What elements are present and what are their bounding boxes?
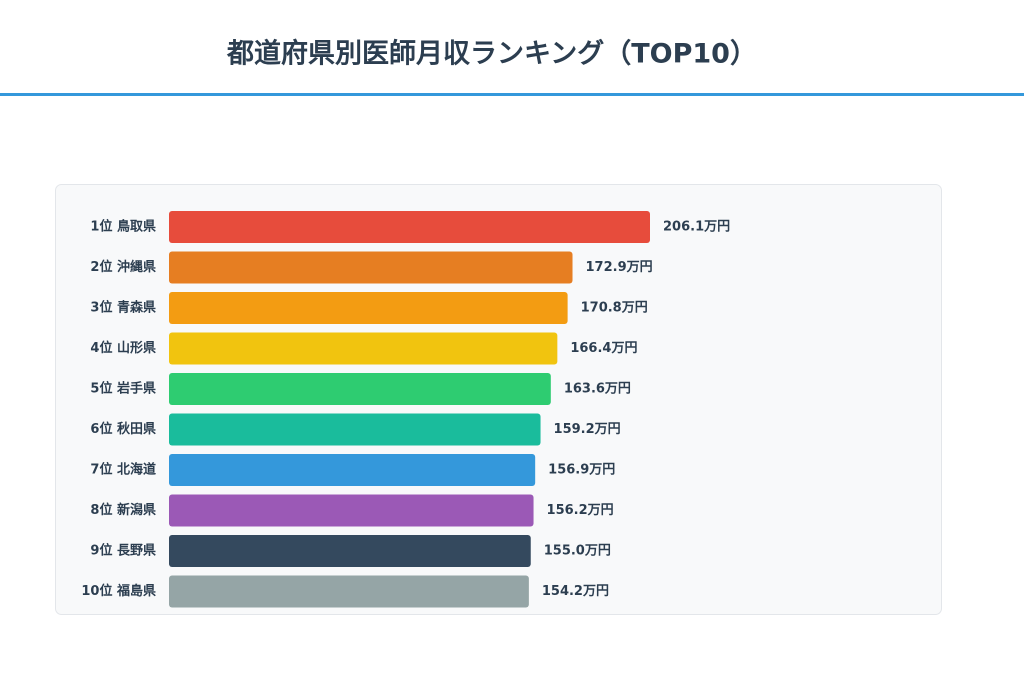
value-label: 170.8万円 [581, 301, 648, 316]
bar [169, 535, 531, 567]
value-label: 166.4万円 [570, 341, 637, 356]
value-label: 155.0万円 [544, 544, 611, 559]
category-label: 9位 長野県 [90, 543, 156, 559]
value-label: 206.1万円 [663, 220, 730, 235]
bar [169, 413, 541, 446]
category-label: 6位 秋田県 [90, 421, 156, 437]
bar [169, 292, 568, 324]
value-label: 159.2万円 [554, 422, 621, 437]
category-label: 10位 福島県 [81, 583, 156, 599]
value-label: 154.2万円 [542, 584, 609, 599]
chart-title: 都道府県別医師月収ランキング（TOP10） [226, 38, 757, 70]
bar [169, 332, 558, 365]
value-label: 163.6万円 [564, 382, 631, 397]
category-label: 1位 鳥取県 [90, 219, 156, 235]
category-label: 2位 沖縄県 [90, 259, 156, 275]
value-label: 172.9万円 [586, 260, 653, 275]
category-label: 5位 岩手県 [90, 381, 156, 397]
bar [169, 494, 534, 527]
bar [169, 575, 529, 608]
bar [169, 211, 650, 243]
bar [169, 373, 551, 405]
bar [169, 454, 536, 486]
value-label: 156.2万円 [547, 503, 614, 518]
category-label: 7位 北海道 [90, 462, 156, 478]
category-label: 3位 青森県 [90, 300, 156, 316]
bar [169, 251, 573, 284]
header-rule [0, 93, 1024, 96]
category-label: 8位 新潟県 [90, 502, 156, 518]
value-label: 156.9万円 [548, 463, 615, 478]
category-label: 4位 山形県 [90, 340, 156, 356]
